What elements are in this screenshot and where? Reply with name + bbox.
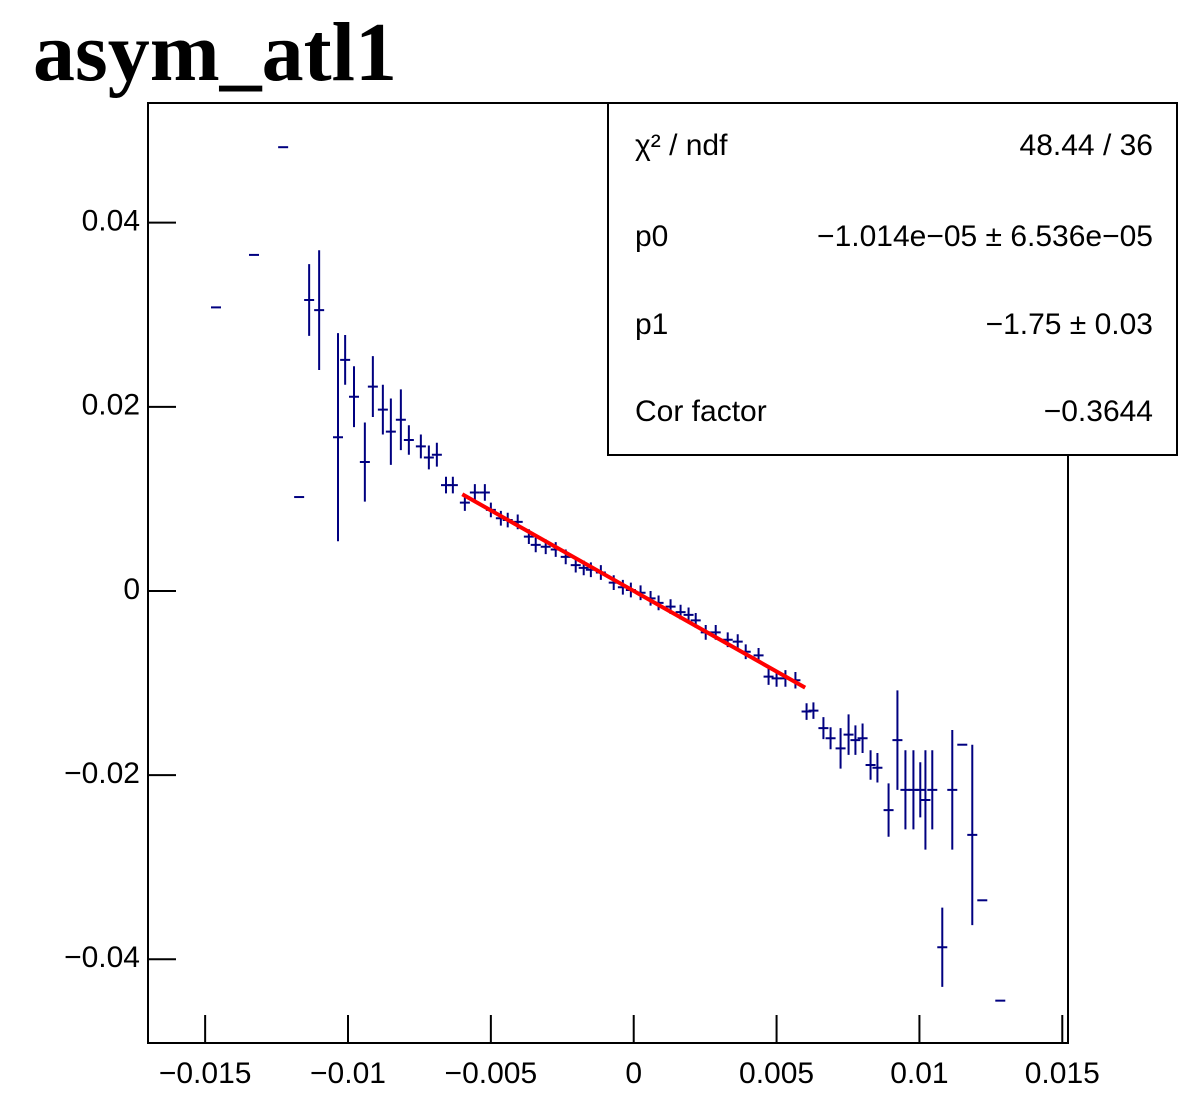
x-tick-label: −0.015	[159, 1057, 252, 1090]
x-tick-label: 0.01	[890, 1057, 948, 1090]
data-point	[377, 384, 388, 435]
chart-title: asym_atl1	[33, 6, 397, 99]
data-point	[479, 484, 490, 501]
data-point	[857, 723, 868, 753]
fit-line	[461, 492, 807, 690]
y-tick-label: 0.02	[82, 389, 140, 422]
data-point	[732, 634, 743, 649]
data-point	[818, 717, 829, 740]
stats-value: 48.44 / 36	[1020, 129, 1153, 162]
stats-label: p1	[635, 308, 668, 341]
data-point	[423, 445, 434, 470]
data-point	[304, 264, 315, 336]
data-point	[920, 750, 931, 850]
data-point	[763, 668, 774, 685]
data-point	[843, 714, 854, 755]
stats-box	[607, 102, 1178, 456]
data-point	[403, 425, 414, 455]
data-point	[915, 762, 926, 818]
stats-label: χ² / ndf	[635, 129, 728, 162]
stats-value: −1.75 ± 0.03	[986, 308, 1153, 341]
data-point	[395, 389, 406, 451]
stats-label: Cor factor	[635, 395, 767, 428]
stats-label: p0	[635, 220, 668, 253]
stats-value: −1.014e−05 ± 6.536e−05	[817, 220, 1153, 253]
x-tick-label: −0.01	[310, 1057, 386, 1090]
data-point	[415, 434, 426, 459]
x-tick-label: 0	[625, 1057, 642, 1090]
y-tick-label: 0.04	[82, 205, 140, 238]
data-point	[835, 728, 846, 769]
data-point	[385, 398, 396, 465]
data-point	[431, 442, 442, 467]
data-point	[850, 725, 861, 755]
data-point	[892, 690, 903, 790]
y-tick-label: −0.02	[64, 757, 140, 790]
data-point	[447, 476, 458, 494]
x-tick-label: 0.015	[1025, 1057, 1100, 1090]
data-point	[872, 752, 883, 783]
stats-value: −0.3644	[1044, 395, 1153, 428]
data-point	[530, 537, 541, 553]
data-point	[367, 356, 378, 417]
data-point	[333, 333, 343, 542]
data-point	[469, 484, 480, 501]
y-tick-label: 0	[123, 573, 140, 606]
data-point	[967, 744, 978, 926]
data-point	[359, 422, 370, 502]
data-point	[825, 727, 836, 750]
data-point	[947, 729, 958, 850]
x-tick-label: 0.005	[739, 1057, 814, 1090]
data-point	[349, 366, 359, 428]
data-point	[883, 783, 894, 837]
data-point	[314, 250, 325, 370]
y-tick-label: −0.04	[64, 941, 140, 974]
data-point	[865, 750, 876, 780]
x-tick-label: −0.005	[445, 1057, 538, 1090]
data-point	[927, 750, 938, 830]
data-point	[340, 335, 351, 385]
data-point	[937, 907, 948, 987]
data-point	[808, 702, 819, 719]
